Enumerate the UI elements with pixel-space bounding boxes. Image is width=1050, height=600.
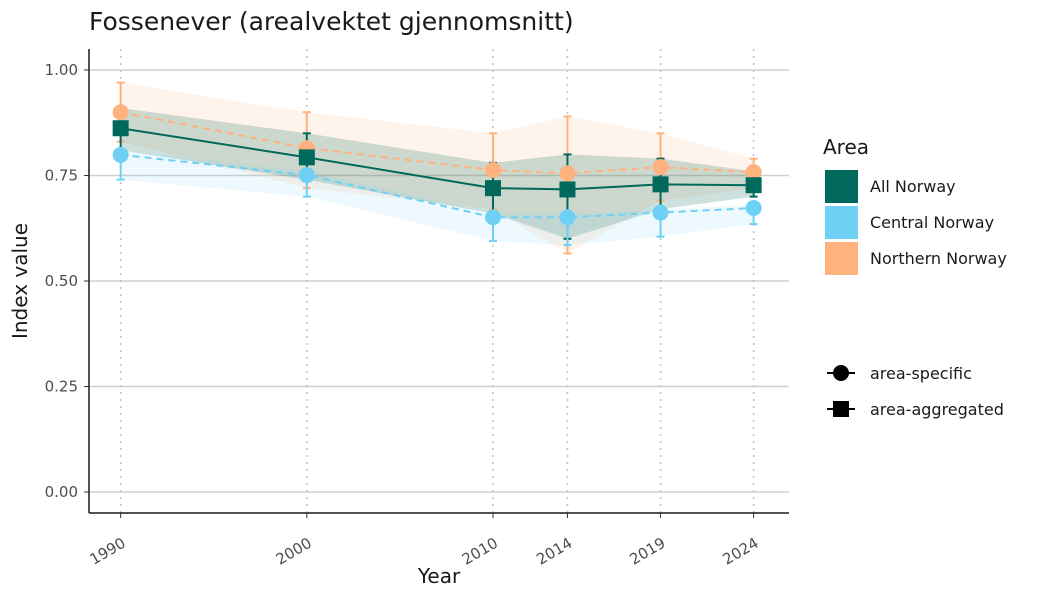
y-tick-label: 0.00 [45, 483, 78, 501]
central-norway-legend-swatch [825, 206, 858, 239]
area-aggregated-legend-label: area-aggregated [870, 400, 1004, 419]
y-axis-title: Index value [8, 223, 32, 339]
x-tick-label: 2010 [459, 534, 501, 569]
area-specific-legend-label: area-specific [870, 364, 972, 383]
all-norway-legend-swatch [825, 170, 858, 203]
x-tick-label: 1990 [87, 534, 129, 569]
y-tick-label: 0.25 [45, 378, 78, 396]
all-norway-point [484, 180, 501, 197]
y-tick-label: 0.50 [45, 272, 78, 290]
legend-areas: All Norway Central Norway Northern Norway [825, 170, 1007, 275]
x-axis-title: Year [417, 564, 461, 588]
northern-norway-point [745, 164, 762, 181]
data-markers [112, 104, 762, 226]
legend-shapes: area-specific area-aggregated [827, 364, 1004, 419]
all-norway-point [652, 176, 669, 193]
central-norway-point [559, 209, 576, 226]
all-norway-point [559, 181, 576, 198]
x-tick-label: 2024 [720, 534, 762, 569]
northern-norway-line [120, 111, 754, 175]
legend-title: Area [823, 135, 869, 159]
area-aggregated-legend-marker [833, 401, 849, 417]
all-norway-point [112, 120, 129, 137]
all-norway-band [120, 107, 754, 239]
northern-norway-point [484, 162, 501, 179]
central-norway-point [745, 199, 762, 216]
area-specific-legend-marker [833, 365, 849, 381]
confidence-bands [120, 82, 754, 254]
central-norway-point [652, 204, 669, 221]
legend: Area All Norway Central Norway Northern No… [823, 135, 1007, 419]
central-norway-line [120, 153, 754, 219]
y-ticks: 0.00 0.25 0.50 0.75 1.00 [45, 61, 89, 501]
northern-norway-legend-swatch [825, 242, 858, 275]
series-lines [120, 111, 754, 219]
central-norway-legend-label: Central Norway [870, 213, 994, 232]
x-tick-label: 2014 [533, 534, 575, 569]
central-norway-point [298, 167, 315, 184]
chart-title: Fossenever (arealvektet gjennomsnitt) [89, 7, 574, 36]
y-tick-label: 1.00 [45, 61, 78, 79]
northern-norway-band [120, 82, 754, 254]
all-norway-line [120, 127, 754, 191]
northern-norway-point [112, 104, 129, 121]
all-norway-legend-label: All Norway [870, 177, 956, 196]
y-tick-label: 0.75 [45, 167, 78, 185]
central-norway-point [484, 209, 501, 226]
northern-norway-point [652, 159, 669, 176]
x-tick-label: 2019 [626, 534, 668, 569]
x-ticks: 1990 2000 2010 2014 2019 2024 [87, 513, 762, 569]
all-norway-point [298, 149, 315, 166]
central-norway-band [120, 150, 754, 246]
central-norway-point [112, 146, 129, 163]
x-tick-label: 2000 [273, 534, 315, 569]
northern-norway-legend-label: Northern Norway [870, 249, 1007, 268]
northern-norway-point [559, 165, 576, 182]
all-norway-point [745, 177, 762, 194]
